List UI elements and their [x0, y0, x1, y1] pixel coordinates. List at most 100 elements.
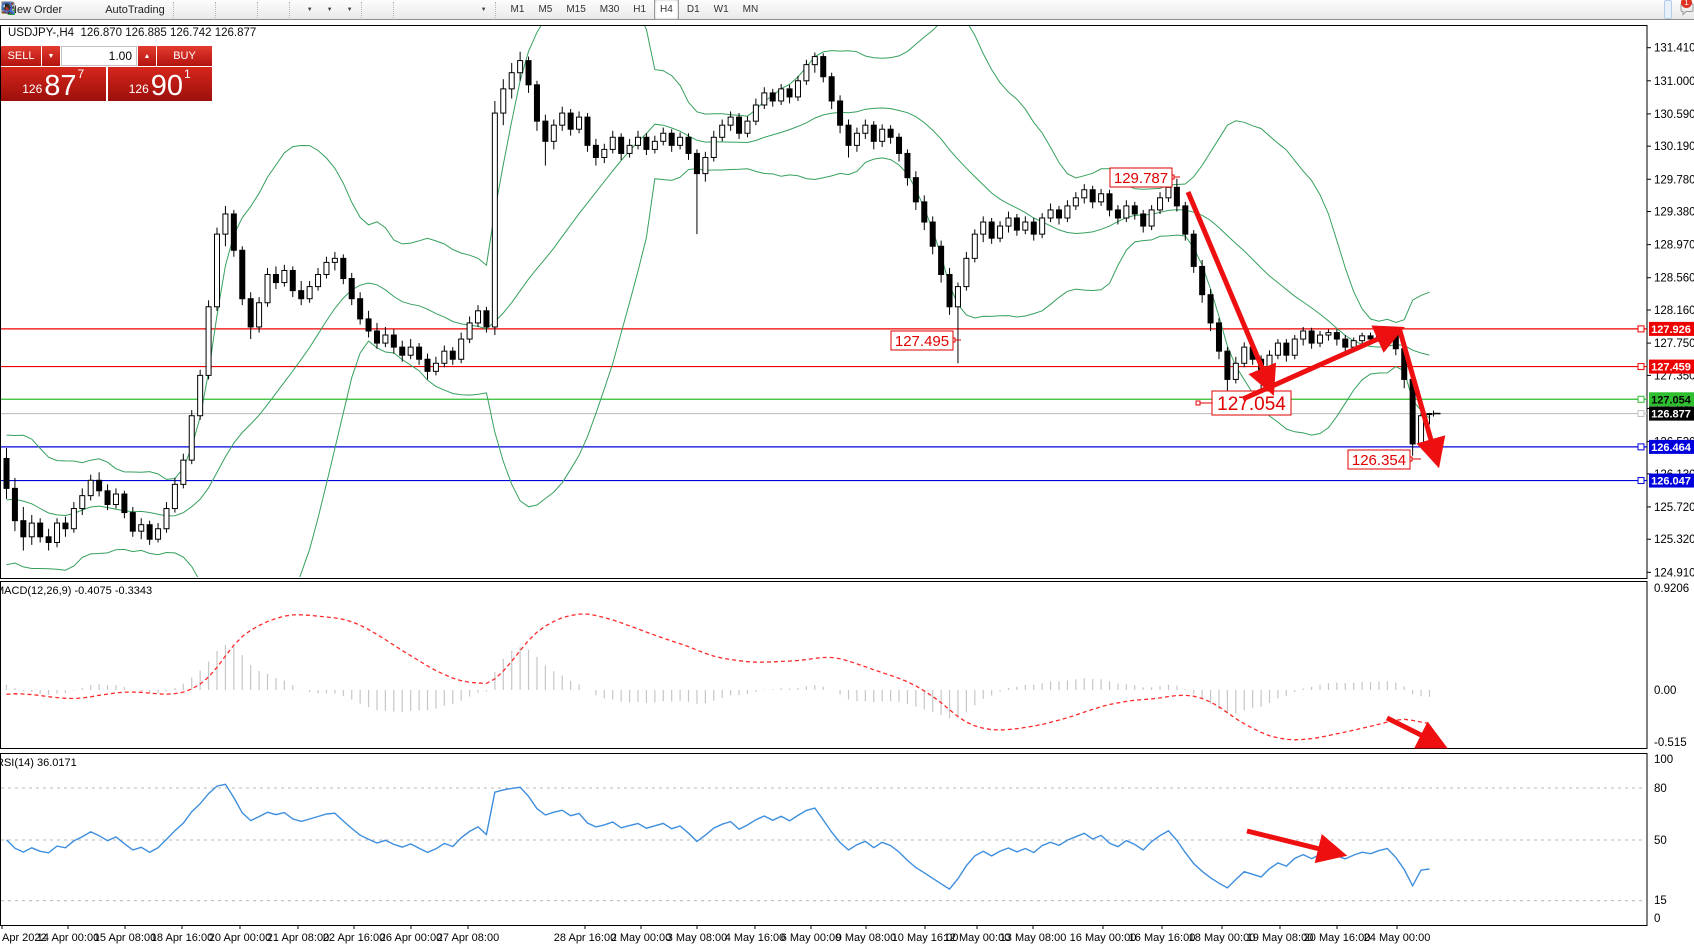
- signals-button[interactable]: [1, 0, 96, 19]
- timeframe-button-h1[interactable]: H1: [633, 4, 647, 15]
- timeframe-button-d1[interactable]: D1: [686, 4, 700, 15]
- price-level-label: [1649, 473, 1694, 488]
- time-axis-label: 13 May 08:00: [1000, 932, 1067, 944]
- svg-text:126.877: 126.877: [1651, 409, 1691, 421]
- main-pane[interactable]: [0, 25, 1648, 579]
- chart-ohlc-values: 126.870 126.885 126.742 126.877: [80, 27, 257, 39]
- timeframe-button-w1[interactable]: W1: [713, 4, 729, 15]
- vertical-line-tool-button[interactable]: [7, 0, 411, 19]
- crosshair-tool-button[interactable]: [2, 0, 389, 19]
- bar-chart-button[interactable]: [2, 0, 191, 19]
- buy-price-button[interactable]: 126 90 1: [107, 67, 212, 101]
- time-axis-label: 21 Apr 08:00: [267, 932, 329, 944]
- svg-text:127.054: 127.054: [1217, 394, 1286, 415]
- svg-text:0: 0: [1654, 913, 1660, 925]
- chart-shift-button[interactable]: [2, 0, 285, 19]
- time-axis-label: 10 May 16:00: [892, 932, 959, 944]
- price-tick-label: 131.410: [1654, 43, 1694, 55]
- text-label-tool-button[interactable]: T: [1, 0, 471, 19]
- horizontal-line-tool-button[interactable]: [2, 0, 421, 19]
- time-axis-label: 24 May 00:00: [1364, 932, 1431, 944]
- price-tick-label: 131.000: [1654, 76, 1694, 88]
- trendline-tool-button[interactable]: [2, 0, 431, 19]
- autotrading-button[interactable]: AutoTrading: [1, 0, 169, 19]
- time-axis-label: 4 May 16:00: [725, 932, 786, 944]
- price-tick-label: 129.780: [1654, 174, 1694, 186]
- time-axis-label: 9 May 08:00: [836, 932, 897, 944]
- time-axis-label: 28 Apr 16:00: [554, 932, 616, 944]
- triangle-down-icon: ▼: [47, 52, 55, 60]
- notifications-button[interactable]: 1: [1678, 0, 1694, 19]
- zoom-in-button[interactable]: [2, 0, 233, 19]
- notification-badge: 1: [1681, 0, 1692, 8]
- trend-arrow[interactable]: [1241, 325, 1405, 402]
- templates-button[interactable]: ▼: [1, 0, 357, 19]
- price-tick-label: 130.190: [1654, 141, 1694, 153]
- equidistant-channel-tool-button[interactable]: E: [1, 0, 441, 19]
- time-axis-label: 12 May 00:00: [944, 932, 1011, 944]
- search-button[interactable]: [1, 0, 1672, 19]
- toolbar-separator: [360, 1, 367, 18]
- macd-label: MACD(12,26,9) -0.4075 -0.3343: [0, 585, 152, 597]
- trend-arrow[interactable]: [1397, 330, 1446, 469]
- candles: [3, 51, 1433, 551]
- sell-price-button[interactable]: 126 87 7: [1, 67, 106, 101]
- periods-button[interactable]: ▼: [2, 0, 337, 19]
- toolbar-separator: [392, 1, 399, 18]
- time-axis-label: 18 May 00:00: [1189, 932, 1256, 944]
- timeframe-button-m30[interactable]: M30: [599, 4, 620, 15]
- line-chart-button[interactable]: [1, 0, 211, 19]
- price-tick-label: 124.910: [1654, 567, 1694, 579]
- timeframe-button-h4[interactable]: H4: [654, 0, 679, 20]
- toolbar-separator: [172, 1, 179, 18]
- cursor-tool-button[interactable]: [4, 0, 379, 19]
- timeframe-button-m5[interactable]: M5: [538, 4, 553, 15]
- timeframe-group: M1 M5 M15 M30 H1 H4 D1 W1 MN: [505, 0, 765, 20]
- timeframe-button-mn[interactable]: MN: [742, 4, 759, 15]
- toolbar-right-group: 1: [1, 0, 1694, 19]
- svg-text:0.9206: 0.9206: [1654, 583, 1689, 595]
- time-axis-label: 18 Apr 16:00: [151, 932, 213, 944]
- svg-text:0.00: 0.00: [1654, 685, 1676, 697]
- top-toolbar: New Order AutoTrading ▼ ▼ ▼ E F A T ▼ M1…: [0, 0, 1694, 20]
- time-axis-label: 26 Apr 00:00: [380, 932, 442, 944]
- price-annotation[interactable]: [1109, 167, 1173, 188]
- text-tool-button[interactable]: A: [4, 0, 461, 19]
- price-level-label: [1649, 439, 1694, 454]
- candlestick-chart-button[interactable]: [2, 0, 201, 19]
- price-annotation[interactable]: [890, 330, 954, 351]
- chevron-down-icon: ▼: [346, 6, 353, 13]
- fibonacci-tool-button[interactable]: F: [2, 0, 451, 19]
- zoom-out-button[interactable]: [2, 0, 243, 19]
- timeframe-button-m1[interactable]: M1: [510, 4, 525, 15]
- lot-size-input[interactable]: 1.00: [61, 46, 137, 66]
- trend-arrow[interactable]: [1246, 828, 1348, 864]
- svg-text:100: 100: [1654, 754, 1673, 766]
- arrows-tool-button[interactable]: ▼: [2, 0, 491, 19]
- price-annotation[interactable]: [1347, 449, 1411, 470]
- news-button[interactable]: [2, 0, 76, 19]
- toolbar-separator: [494, 1, 501, 18]
- buy-button[interactable]: BUY: [157, 46, 212, 66]
- timeframe-button-m15[interactable]: M15: [566, 4, 586, 15]
- lot-decrease-button[interactable]: ▼: [42, 46, 60, 66]
- macd-pane[interactable]: [0, 581, 1648, 749]
- sell-button[interactable]: SELL: [1, 46, 41, 66]
- indicators-button[interactable]: ▼: [1, 0, 317, 19]
- new-order-label: New Order: [9, 3, 63, 16]
- trend-arrow[interactable]: [1385, 715, 1448, 749]
- one-click-trading-panel: SELL ▼ 1.00 ▲ BUY 126 87 7 126 90 1: [1, 46, 212, 101]
- chevron-down-icon: ▼: [306, 6, 313, 13]
- time-axis-label: Apr 2022: [2, 932, 47, 944]
- buy-price-pip: 1: [184, 67, 191, 81]
- autotrading-label: AutoTrading: [105, 3, 165, 16]
- svg-text:127.054: 127.054: [1651, 394, 1692, 406]
- auto-scroll-button[interactable]: [2, 0, 275, 19]
- tile-windows-button[interactable]: [2, 0, 253, 19]
- trend-arrow[interactable]: [1185, 191, 1277, 396]
- lot-increase-button[interactable]: ▲: [138, 46, 156, 66]
- svg-text:127.459: 127.459: [1651, 362, 1691, 374]
- svg-text:126.354: 126.354: [1352, 452, 1406, 469]
- community-button[interactable]: [2, 0, 86, 19]
